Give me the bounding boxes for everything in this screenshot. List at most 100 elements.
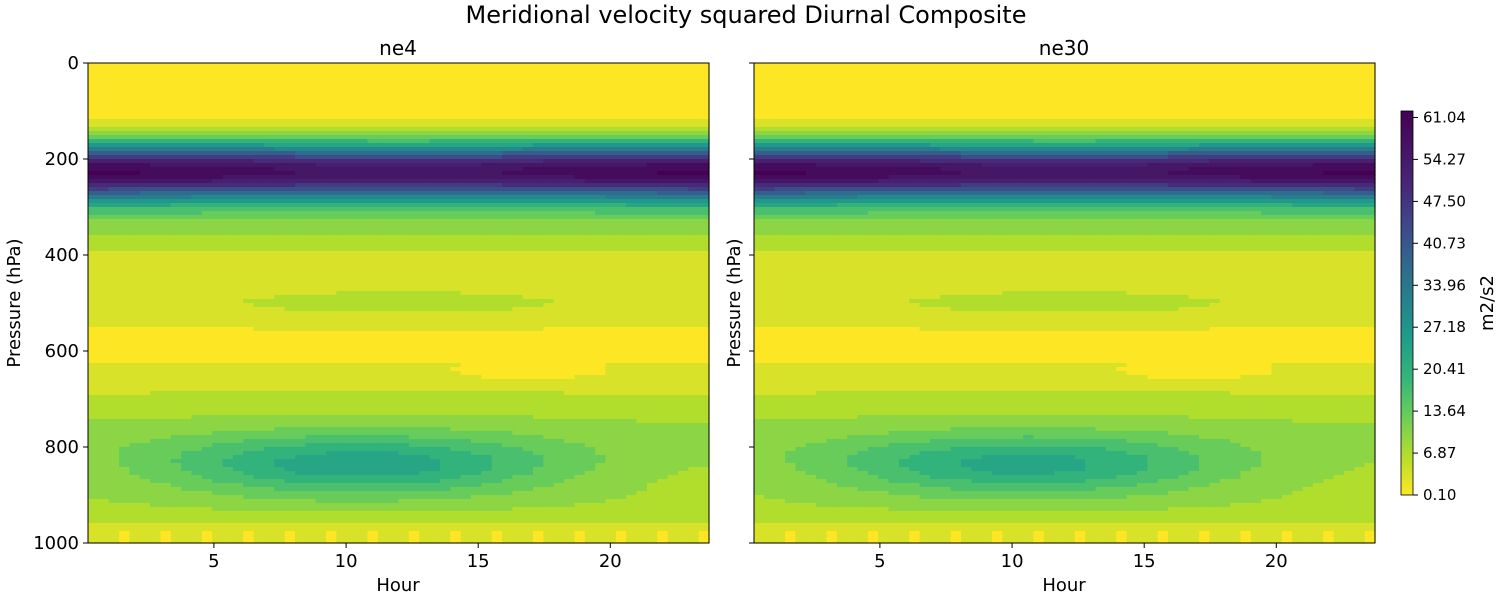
heatmap-cell bbox=[667, 219, 679, 224]
heatmap-cell bbox=[222, 351, 234, 356]
heatmap-cell bbox=[450, 151, 462, 156]
heatmap-cell bbox=[502, 347, 513, 352]
heatmap-cell bbox=[274, 255, 286, 260]
heatmap-cell bbox=[170, 279, 182, 284]
heatmap-cell bbox=[377, 115, 389, 120]
heatmap-cell bbox=[295, 203, 306, 208]
heatmap-cell bbox=[491, 339, 503, 344]
heatmap-cell bbox=[232, 383, 244, 388]
heatmap-cell bbox=[108, 367, 120, 372]
heatmap-cell bbox=[481, 367, 493, 372]
heatmap-cell bbox=[646, 355, 658, 360]
heatmap-cell bbox=[646, 283, 658, 288]
heatmap-cell bbox=[232, 167, 244, 172]
heatmap-cell bbox=[222, 75, 234, 80]
heatmap-cell bbox=[222, 251, 234, 256]
heatmap-cell bbox=[315, 255, 327, 260]
heatmap-cell bbox=[346, 391, 358, 396]
heatmap-cell bbox=[336, 135, 348, 140]
heatmap-cell bbox=[232, 67, 244, 72]
heatmap-cell bbox=[605, 95, 617, 100]
heatmap-cell bbox=[201, 171, 213, 176]
heatmap-cell bbox=[398, 171, 410, 176]
heatmap-cell bbox=[543, 123, 555, 128]
heatmap-cell bbox=[139, 235, 151, 240]
heatmap-cell bbox=[574, 375, 586, 380]
heatmap-cell bbox=[698, 235, 710, 240]
heatmap-cell bbox=[326, 127, 337, 132]
heatmap-cell bbox=[346, 235, 358, 240]
heatmap-cell bbox=[243, 139, 255, 144]
heatmap-cell bbox=[419, 191, 431, 196]
heatmap-cell bbox=[336, 343, 348, 348]
heatmap-cell bbox=[502, 79, 513, 84]
heatmap-cell bbox=[191, 79, 203, 84]
heatmap-cell bbox=[357, 271, 369, 276]
heatmap-cell bbox=[119, 215, 130, 220]
heatmap-cell bbox=[108, 71, 120, 76]
heatmap-cell bbox=[636, 123, 648, 128]
heatmap-cell bbox=[419, 123, 431, 128]
heatmap-cell bbox=[253, 159, 265, 164]
heatmap-cell bbox=[460, 123, 472, 128]
heatmap-cell bbox=[212, 367, 224, 372]
heatmap-cell bbox=[377, 87, 389, 92]
heatmap-cell bbox=[543, 319, 555, 324]
heatmap-cell bbox=[191, 227, 203, 232]
heatmap-cell bbox=[688, 83, 700, 88]
heatmap-cell bbox=[150, 71, 162, 76]
heatmap-cell bbox=[605, 187, 617, 192]
heatmap-cell bbox=[460, 271, 472, 276]
heatmap-cell bbox=[212, 291, 224, 296]
heatmap-cell bbox=[595, 131, 607, 136]
heatmap-cell bbox=[181, 223, 193, 228]
heatmap-cell bbox=[419, 71, 431, 76]
heatmap-cell bbox=[408, 387, 420, 392]
heatmap-cell bbox=[439, 195, 451, 200]
heatmap-cell bbox=[429, 383, 441, 388]
heatmap-cell bbox=[626, 299, 638, 304]
heatmap-cell bbox=[574, 251, 586, 256]
heatmap-cell bbox=[626, 319, 638, 324]
heatmap-cell bbox=[533, 299, 544, 304]
heatmap-cell bbox=[481, 171, 493, 176]
heatmap-cell bbox=[388, 287, 400, 292]
heatmap-cell bbox=[139, 139, 151, 144]
heatmap-cell bbox=[688, 375, 700, 380]
heatmap-cell bbox=[584, 79, 596, 84]
heatmap-cell bbox=[615, 291, 627, 296]
heatmap-cell bbox=[88, 179, 99, 184]
heatmap-cell bbox=[170, 251, 182, 256]
heatmap-cell bbox=[636, 171, 648, 176]
heatmap-cell bbox=[429, 175, 441, 180]
heatmap-cell bbox=[667, 323, 679, 328]
heatmap-cell bbox=[263, 323, 275, 328]
heatmap-cell bbox=[212, 99, 224, 104]
heatmap-cell bbox=[119, 375, 130, 380]
heatmap-cell bbox=[150, 167, 162, 172]
heatmap-cell bbox=[533, 259, 544, 264]
heatmap-cell bbox=[491, 359, 503, 364]
heatmap-cell bbox=[574, 63, 586, 68]
heatmap-cell bbox=[491, 263, 503, 268]
heatmap-cell bbox=[626, 263, 638, 268]
heatmap-cell bbox=[139, 263, 151, 268]
heatmap-cell bbox=[346, 211, 358, 216]
heatmap-cell bbox=[419, 107, 431, 112]
heatmap-cell bbox=[181, 239, 193, 244]
heatmap-cell bbox=[139, 307, 151, 312]
heatmap-cell bbox=[160, 227, 172, 232]
heatmap-cell bbox=[677, 115, 689, 120]
heatmap-cell bbox=[615, 91, 627, 96]
heatmap-cell bbox=[543, 359, 555, 364]
heatmap-cell bbox=[336, 239, 348, 244]
heatmap-cell bbox=[688, 207, 700, 212]
heatmap-cell bbox=[253, 291, 265, 296]
heatmap-cell bbox=[636, 371, 648, 376]
heatmap-cell bbox=[377, 351, 389, 356]
heatmap-cell bbox=[357, 371, 369, 376]
heatmap-cell bbox=[595, 107, 607, 112]
heatmap-cell bbox=[677, 383, 689, 388]
heatmap-cell bbox=[108, 279, 120, 284]
heatmap-cell bbox=[419, 339, 431, 344]
